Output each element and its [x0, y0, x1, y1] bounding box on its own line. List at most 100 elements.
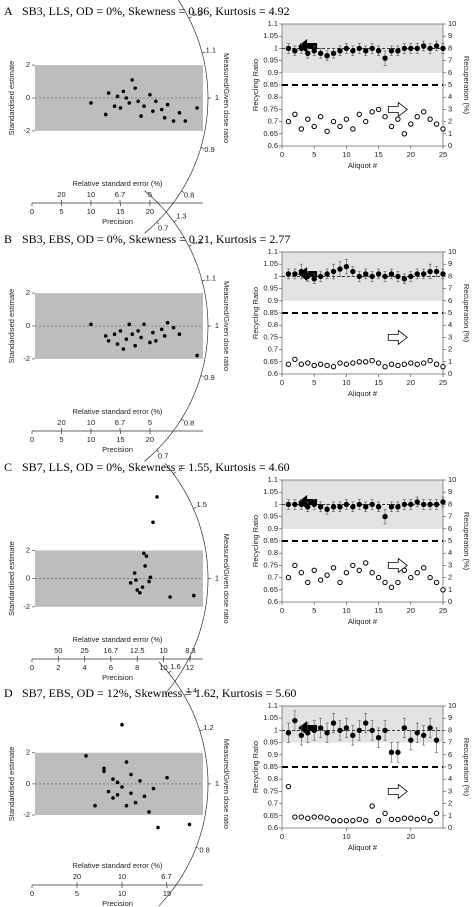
- point: [350, 562, 356, 569]
- x-axis-label: Aliquot #: [348, 617, 378, 626]
- x2-tick-label: 16.7: [103, 646, 118, 655]
- point: [330, 720, 337, 726]
- point: [154, 339, 158, 343]
- z-tick-label: 1: [215, 779, 219, 788]
- panel-title: SB7, EBS, OD = 12%, Skewness = 1.62, Kur…: [22, 686, 296, 700]
- x-tick-label: 6: [109, 663, 113, 672]
- x-tick-label: 5: [59, 207, 63, 216]
- point: [356, 567, 362, 573]
- point: [151, 520, 155, 525]
- x-tick-label: 0: [280, 832, 284, 841]
- y2-tick-label: 9: [448, 259, 452, 268]
- point: [408, 121, 414, 127]
- z-tick: [181, 190, 185, 193]
- x-tick-label: 15: [116, 435, 124, 444]
- point: [388, 271, 395, 277]
- y-tick-label: 0.8: [268, 92, 278, 101]
- y-tick-label: 0.9: [268, 524, 278, 533]
- x2-axis-label: Relative standard error (%): [72, 635, 163, 644]
- point: [369, 273, 375, 280]
- point: [375, 817, 382, 824]
- point: [298, 268, 305, 275]
- y-tick-label: 1.05: [263, 31, 278, 40]
- x-tick-label: 0: [280, 150, 284, 159]
- x-tick-label: 10: [118, 889, 126, 898]
- point: [375, 106, 382, 113]
- point: [136, 99, 140, 104]
- x-tick-label: 10: [342, 606, 350, 615]
- point: [414, 361, 420, 367]
- point: [395, 816, 401, 823]
- y2-axis-label: Recuperation (%): [462, 284, 471, 343]
- y-tick-label: 0.9: [268, 750, 278, 759]
- panel-title: SB7, LLS, OD = 0%, Skewness = 1.55, Kurt…: [22, 460, 290, 474]
- y2-axis-label: Recuperation (%): [462, 738, 471, 797]
- point: [420, 815, 427, 821]
- point: [330, 268, 337, 275]
- point: [363, 560, 369, 566]
- z-tick-label: 0.7: [158, 223, 168, 232]
- y-tick-label: 0.95: [263, 284, 278, 293]
- z-tick-label: 0.7: [158, 451, 168, 460]
- z-tick-label: 1.1: [206, 45, 216, 54]
- point: [330, 504, 337, 510]
- point: [401, 276, 408, 282]
- point: [382, 513, 388, 520]
- point: [433, 810, 440, 817]
- y2-tick-label: 6: [448, 68, 452, 77]
- point: [115, 342, 120, 346]
- y-tick-label: 0.95: [263, 738, 278, 747]
- y2-tick-label: 5: [448, 308, 452, 317]
- y2-tick-label: 0: [448, 823, 452, 832]
- point: [356, 501, 362, 508]
- x-tick-label: 0: [280, 606, 284, 615]
- y2-tick-label: 8: [448, 499, 452, 508]
- x-tick-label: 5: [312, 606, 316, 615]
- y-axis-label: Standardised estimate: [7, 541, 16, 616]
- point: [440, 363, 446, 370]
- point: [356, 359, 362, 365]
- point: [401, 131, 408, 137]
- y2-tick-label: 2: [448, 799, 452, 808]
- point: [433, 579, 440, 586]
- y-tick-label: 0.7: [268, 345, 278, 354]
- point: [433, 501, 440, 508]
- y-tick-label: 0: [26, 574, 30, 583]
- x2-tick-label: 10: [87, 418, 95, 427]
- y-tick-label: -2: [23, 126, 30, 135]
- point: [343, 361, 350, 367]
- panel-title: SB3, EBS, OD = 0%, Skewness = 0.21, Kurt…: [22, 232, 290, 246]
- point: [132, 571, 137, 575]
- point: [337, 266, 343, 272]
- point: [363, 504, 369, 510]
- point: [427, 574, 433, 581]
- point: [427, 116, 433, 122]
- point: [162, 115, 167, 120]
- point: [285, 45, 292, 52]
- z-tick: [156, 449, 160, 453]
- point: [133, 86, 137, 90]
- point: [102, 766, 106, 771]
- y-tick-label: 2: [26, 545, 30, 554]
- y-tick-label: 0.65: [263, 357, 278, 366]
- y-tick-label: 0.65: [263, 585, 278, 594]
- point: [138, 590, 142, 595]
- x-tick-label: 4: [83, 663, 87, 672]
- point: [414, 45, 420, 52]
- point: [395, 362, 401, 369]
- point: [292, 111, 298, 117]
- z-tick: [168, 670, 172, 674]
- point: [440, 271, 446, 277]
- point: [420, 43, 427, 49]
- y2-tick-label: 9: [448, 713, 452, 722]
- point: [292, 271, 298, 277]
- point: [151, 109, 155, 113]
- z-axis-label: Measured/Given dose ratio: [222, 281, 231, 371]
- x-tick-label: 15: [163, 889, 171, 898]
- x-axis-label: Aliquot #: [348, 843, 378, 852]
- point: [292, 356, 298, 363]
- point: [129, 791, 133, 796]
- z-tick-label: 0.8: [184, 419, 194, 428]
- point: [395, 579, 401, 586]
